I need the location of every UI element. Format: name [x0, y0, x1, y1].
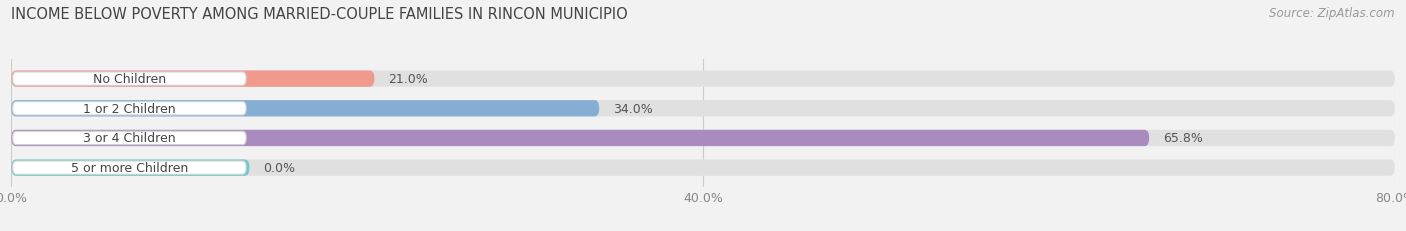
Text: Source: ZipAtlas.com: Source: ZipAtlas.com	[1270, 7, 1395, 20]
Text: 3 or 4 Children: 3 or 4 Children	[83, 132, 176, 145]
FancyBboxPatch shape	[11, 101, 599, 117]
Text: INCOME BELOW POVERTY AMONG MARRIED-COUPLE FAMILIES IN RINCON MUNICIPIO: INCOME BELOW POVERTY AMONG MARRIED-COUPL…	[11, 7, 628, 22]
FancyBboxPatch shape	[13, 102, 246, 116]
FancyBboxPatch shape	[13, 161, 246, 175]
Text: 65.8%: 65.8%	[1163, 132, 1204, 145]
FancyBboxPatch shape	[11, 130, 1149, 146]
FancyBboxPatch shape	[11, 71, 374, 87]
FancyBboxPatch shape	[13, 73, 246, 86]
Text: 34.0%: 34.0%	[613, 102, 652, 115]
FancyBboxPatch shape	[11, 130, 1395, 146]
FancyBboxPatch shape	[11, 101, 1395, 117]
FancyBboxPatch shape	[11, 160, 249, 176]
Text: 0.0%: 0.0%	[263, 161, 295, 174]
Text: 1 or 2 Children: 1 or 2 Children	[83, 102, 176, 115]
FancyBboxPatch shape	[11, 71, 1395, 87]
Text: No Children: No Children	[93, 73, 166, 86]
Text: 5 or more Children: 5 or more Children	[70, 161, 188, 174]
FancyBboxPatch shape	[11, 160, 1395, 176]
FancyBboxPatch shape	[13, 132, 246, 145]
Text: 21.0%: 21.0%	[388, 73, 427, 86]
